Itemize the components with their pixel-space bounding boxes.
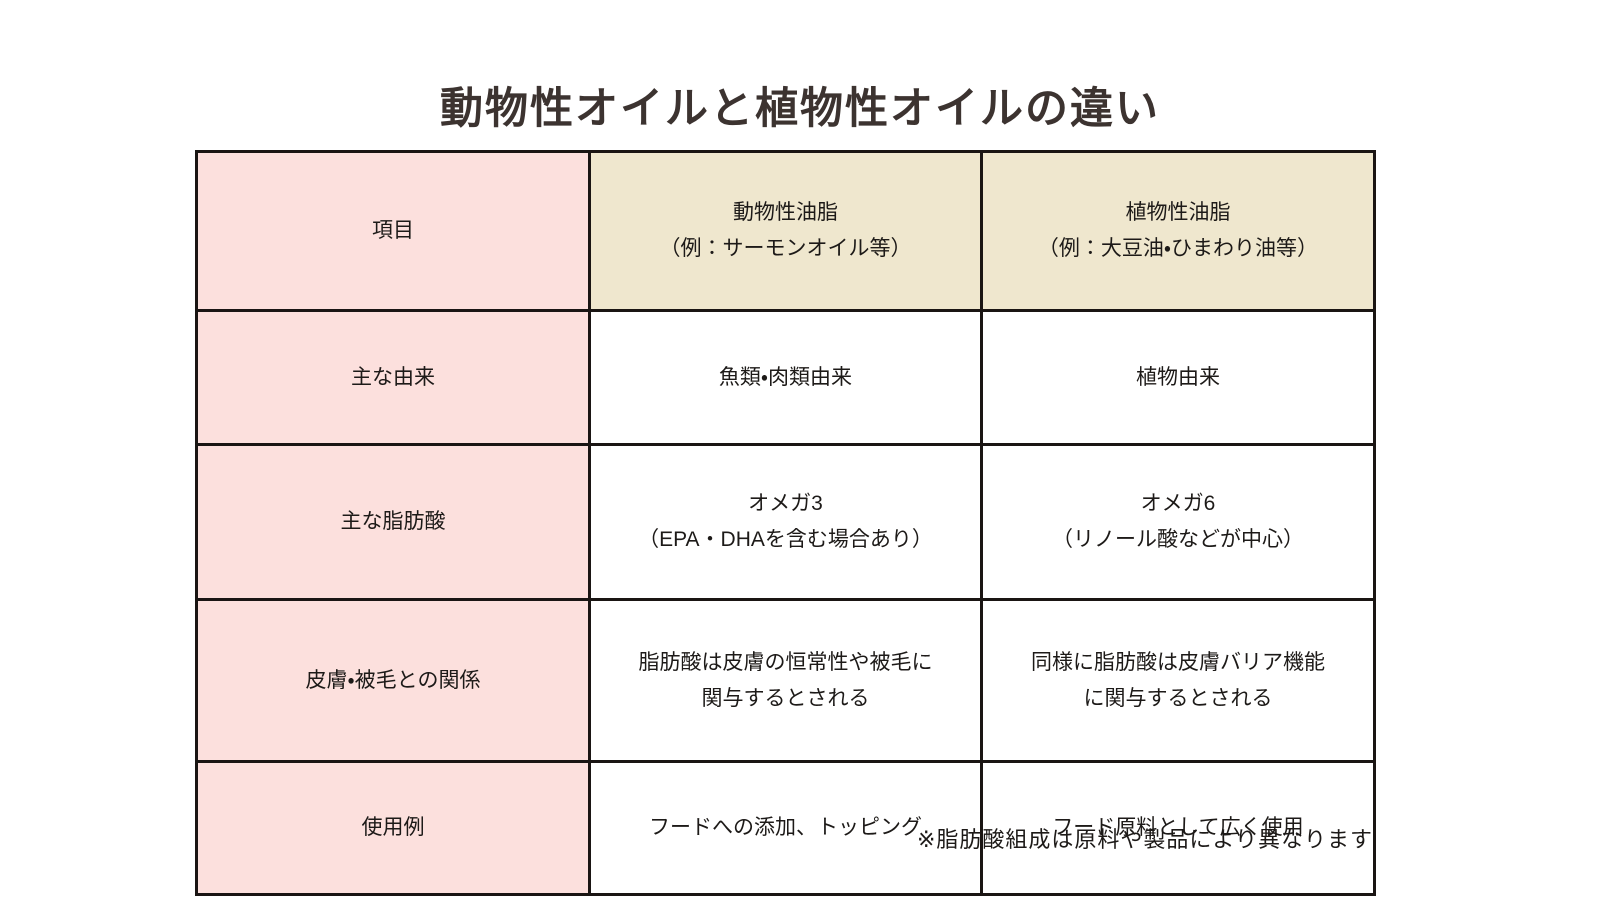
cell-plant-line1: 植物由来 bbox=[1136, 365, 1220, 389]
cell-plant-line1: オメガ6 bbox=[1140, 492, 1216, 516]
row-label-cell: 主な脂肪酸 bbox=[195, 443, 591, 601]
header-animal-sublabel: （例：サーモンオイル等） bbox=[659, 237, 912, 260]
cell-plant-line1: フード原料として広く使用 bbox=[1052, 816, 1304, 840]
cell-animal-line1: 脂肪酸は皮膚の恒常性や被毛に bbox=[638, 650, 933, 674]
cell-animal-line1: 魚類・肉類由来 bbox=[718, 365, 853, 389]
header-item-label: 項目 bbox=[372, 219, 414, 243]
cell-plant-line1: 同様に脂肪酸は皮膚バリア機能 bbox=[1031, 650, 1325, 674]
row-label: 使用例 bbox=[361, 816, 425, 840]
cell-animal-line2: （EPA・DHAを含む場合あり） bbox=[638, 528, 933, 551]
cell-plant-line2: に関与するとされる bbox=[1083, 686, 1273, 710]
cell-plant: フード原料として広く使用 bbox=[980, 760, 1376, 896]
table-row: 主な脂肪酸 オメガ3 （EPA・DHAを含む場合あり） オメガ6 （リノール酸な… bbox=[195, 443, 1376, 601]
table-row: 使用例 フードへの添加、トッピング フード原料として広く使用 bbox=[195, 760, 1376, 896]
comparison-table-container: 項目 動物性油脂 （例：サーモンオイル等） 植物性油脂 （例：大豆油・ひまわり油… bbox=[195, 150, 1376, 896]
cell-animal-line1: オメガ3 bbox=[748, 492, 823, 516]
cell-animal: 脂肪酸は皮膚の恒常性や被毛に 関与するとされる bbox=[588, 598, 983, 763]
row-label: 皮膚・被毛との関係 bbox=[305, 668, 481, 692]
header-cell-item: 項目 bbox=[195, 150, 591, 312]
header-animal-label: 動物性油脂 bbox=[733, 201, 838, 225]
table-header-row: 項目 動物性油脂 （例：サーモンオイル等） 植物性油脂 （例：大豆油・ひまわり油… bbox=[195, 150, 1376, 312]
cell-animal-line1: フードへの添加、トッピング bbox=[649, 816, 922, 840]
footnote: ※脂肪酸組成は原料や製品により異なります bbox=[917, 827, 1373, 852]
cell-animal: オメガ3 （EPA・DHAを含む場合あり） bbox=[588, 443, 983, 601]
header-cell-plant: 植物性油脂 （例：大豆油・ひまわり油等） bbox=[980, 150, 1376, 312]
header-cell-animal: 動物性油脂 （例：サーモンオイル等） bbox=[588, 150, 983, 312]
cell-plant: オメガ6 （リノール酸などが中心） bbox=[980, 443, 1376, 601]
row-label-cell: 主な由来 bbox=[195, 309, 591, 446]
cell-animal: フードへの添加、トッピング bbox=[588, 760, 983, 896]
cell-plant: 植物由来 bbox=[980, 309, 1376, 446]
comparison-table: 項目 動物性油脂 （例：サーモンオイル等） 植物性油脂 （例：大豆油・ひまわり油… bbox=[195, 150, 1376, 896]
cell-plant-line2: （リノール酸などが中心） bbox=[1052, 528, 1304, 551]
cell-animal-line2: 関与するとされる bbox=[701, 686, 870, 710]
row-label-cell: 使用例 bbox=[195, 760, 591, 896]
header-plant-label: 植物性油脂 bbox=[1125, 201, 1231, 225]
page-title: 動物性オイルと植物性オイルの違い bbox=[440, 84, 1160, 133]
row-label: 主な由来 bbox=[351, 365, 435, 389]
row-label: 主な脂肪酸 bbox=[340, 510, 446, 534]
row-label-cell: 皮膚・被毛との関係 bbox=[195, 598, 591, 763]
table-row: 主な由来 魚類・肉類由来 植物由来 bbox=[195, 309, 1376, 446]
cell-plant: 同様に脂肪酸は皮膚バリア機能 に関与するとされる bbox=[980, 598, 1376, 763]
header-plant-sublabel: （例：大豆油・ひまわり油等） bbox=[1037, 237, 1319, 260]
table-row: 皮膚・被毛との関係 脂肪酸は皮膚の恒常性や被毛に 関与するとされる 同様に脂肪酸… bbox=[195, 598, 1376, 763]
cell-animal: 魚類・肉類由来 bbox=[588, 309, 983, 446]
